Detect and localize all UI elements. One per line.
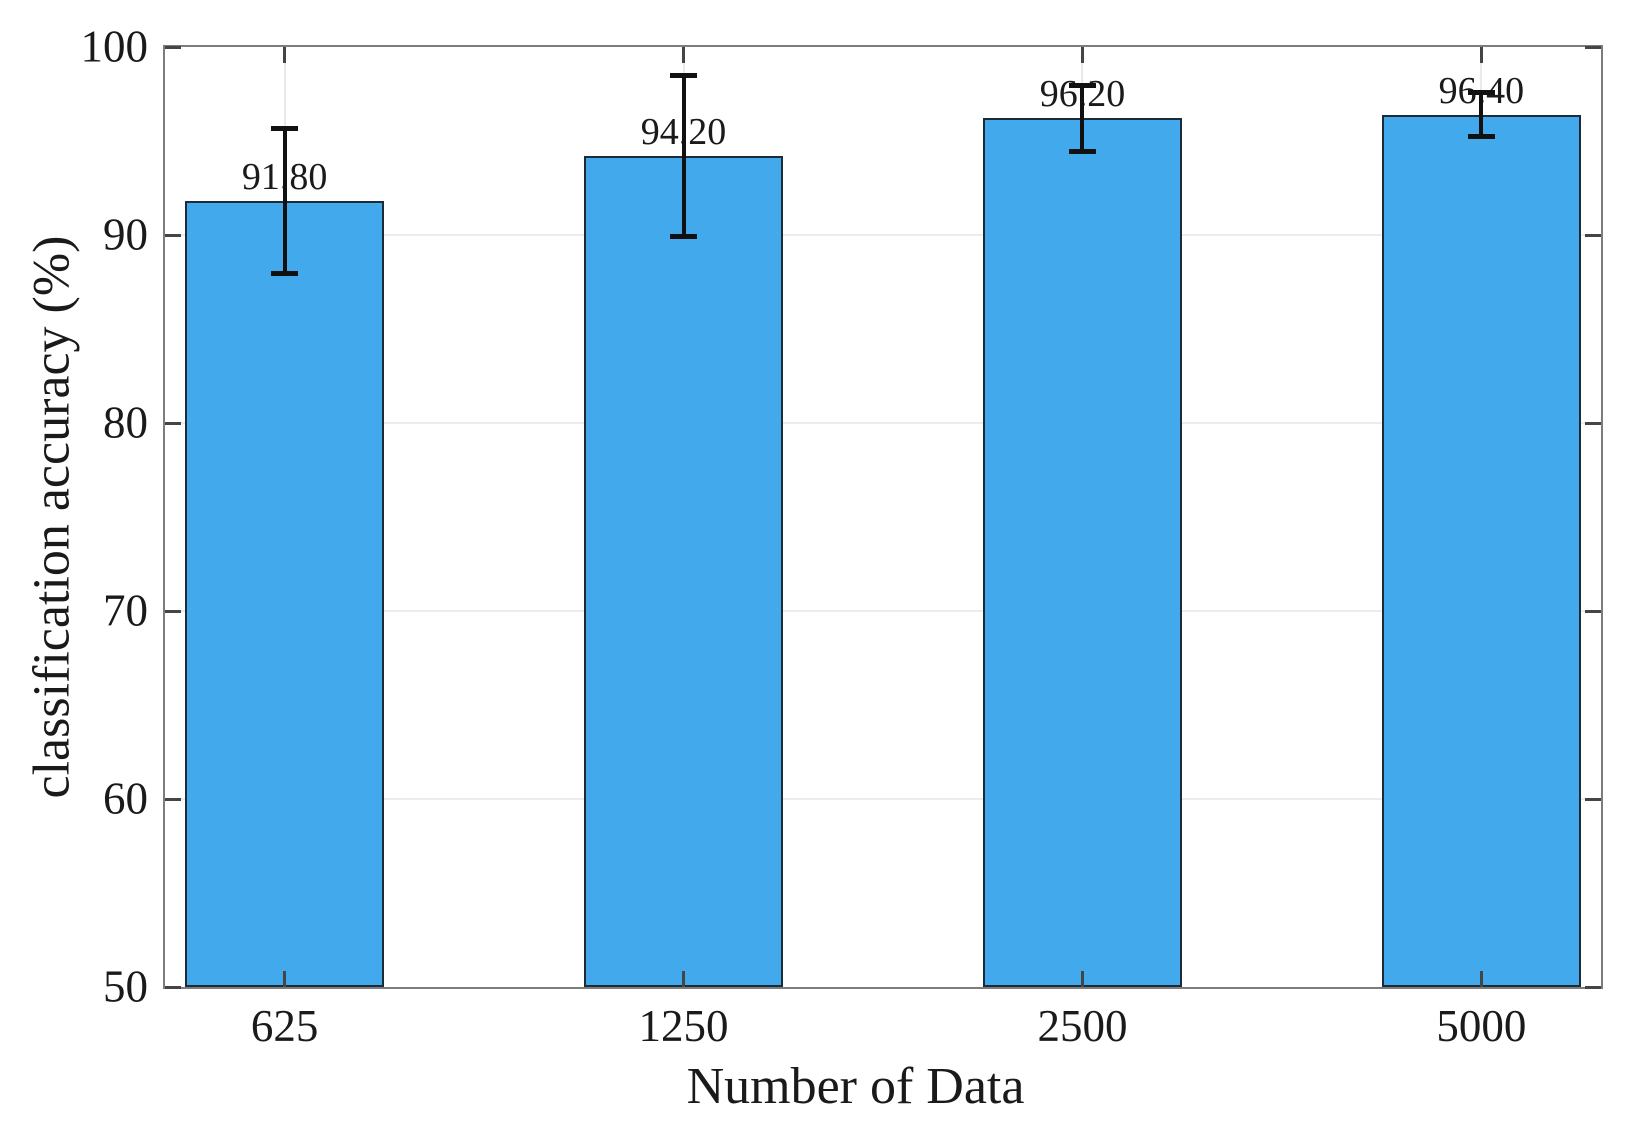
y-tick-mark-left bbox=[165, 233, 181, 237]
x-tick-mark-top bbox=[1080, 47, 1084, 63]
y-tick-mark-left bbox=[165, 985, 181, 989]
y-tick-mark-right bbox=[1585, 985, 1601, 989]
h-gridline bbox=[165, 234, 1601, 236]
error-bar-cap-top bbox=[1467, 90, 1495, 96]
y-tick-label: 50 bbox=[103, 961, 148, 1012]
x-tick-mark-top bbox=[1479, 47, 1483, 63]
error-bar-cap-bottom bbox=[1068, 149, 1096, 155]
x-tick-label: 5000 bbox=[1436, 1001, 1527, 1051]
bar bbox=[583, 156, 784, 987]
error-bar-line bbox=[681, 73, 686, 239]
error-bar bbox=[271, 125, 299, 277]
x-tick-mark-bottom bbox=[1479, 971, 1483, 987]
x-tick-mark-bottom bbox=[682, 971, 686, 987]
error-bar-line bbox=[1080, 82, 1085, 155]
x-axis-title: Number of Data bbox=[686, 1058, 1025, 1115]
x-tick-mark-top bbox=[682, 47, 686, 63]
x-tick-label: 2500 bbox=[1037, 1001, 1128, 1051]
error-bar bbox=[1068, 82, 1096, 155]
y-tick-mark-left bbox=[165, 421, 181, 425]
h-gridline bbox=[165, 798, 1601, 800]
bar bbox=[982, 118, 1183, 987]
plot-area: 91.8094.2096.2096.40 bbox=[163, 45, 1603, 989]
error-bar-line bbox=[1479, 90, 1484, 140]
y-tick-label: 90 bbox=[103, 209, 148, 260]
error-bar-cap-top bbox=[271, 125, 299, 131]
h-gridline bbox=[165, 610, 1601, 612]
y-tick-mark-right bbox=[1585, 797, 1601, 801]
error-bar-cap-bottom bbox=[670, 233, 698, 239]
error-bar-cap-bottom bbox=[1467, 134, 1495, 140]
x-tick-mark-bottom bbox=[283, 971, 287, 987]
x-tick-label: 1250 bbox=[638, 1001, 729, 1051]
y-tick-label: 100 bbox=[80, 21, 149, 72]
y-tick-mark-right bbox=[1585, 609, 1601, 613]
y-tick-label: 60 bbox=[103, 773, 148, 824]
bar bbox=[184, 201, 385, 987]
y-tick-label: 80 bbox=[103, 397, 148, 448]
x-tick-label: 625 bbox=[250, 1001, 319, 1051]
bar bbox=[1381, 114, 1582, 987]
x-tick-mark-bottom bbox=[1080, 971, 1084, 987]
error-bar-cap-top bbox=[670, 73, 698, 79]
y-tick-mark-left bbox=[165, 609, 181, 613]
y-tick-mark-right bbox=[1585, 45, 1601, 49]
y-tick-mark-right bbox=[1585, 233, 1601, 237]
y-tick-label: 70 bbox=[103, 585, 148, 636]
y-axis-title: classification accuracy (%) bbox=[23, 235, 81, 799]
y-tick-mark-left bbox=[165, 797, 181, 801]
y-tick-mark-right bbox=[1585, 421, 1601, 425]
error-bar bbox=[1467, 90, 1495, 140]
error-bar-cap-bottom bbox=[271, 271, 299, 277]
error-bar-line bbox=[282, 125, 287, 277]
y-tick-mark-left bbox=[165, 45, 181, 49]
h-gridline bbox=[165, 422, 1601, 424]
error-bar-cap-top bbox=[1068, 82, 1096, 88]
x-tick-mark-top bbox=[283, 47, 287, 63]
error-bar bbox=[670, 73, 698, 239]
